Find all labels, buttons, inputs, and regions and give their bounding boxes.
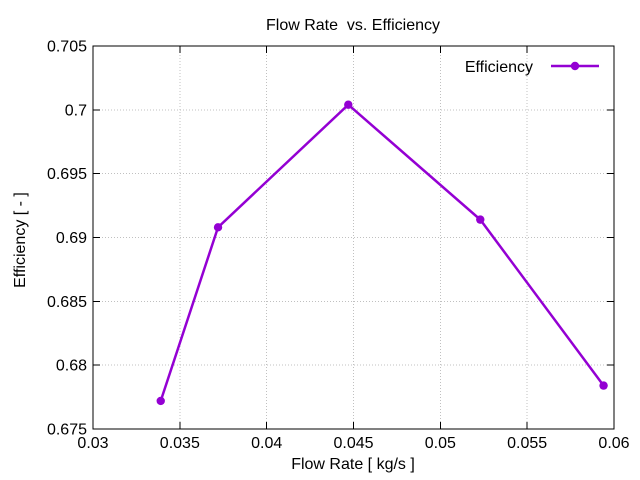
x-tick-label: 0.04 [251, 435, 282, 452]
data-point [344, 100, 353, 109]
data-point [213, 223, 223, 232]
plot-border [92, 45, 615, 430]
series-line [159, 103, 605, 402]
legend-label: Efficiency [465, 59, 533, 76]
data-point [599, 381, 608, 390]
y-tick-label: 0.685 [47, 294, 87, 311]
data-series [156, 100, 608, 406]
x-axis-label: Flow Rate [ kg/s ] [291, 456, 415, 473]
x-tick-label: 0.03 [77, 435, 108, 452]
y-tick-label: 0.69 [56, 230, 87, 247]
x-tick-label: 0.045 [333, 435, 373, 452]
chart-title: Flow Rate vs. Efficiency [266, 17, 440, 34]
legend: Efficiency [465, 59, 599, 76]
x-tick-label: 0.06 [598, 435, 629, 452]
data-point [476, 215, 485, 224]
y-axis-label: Efficiency [ - ] [12, 192, 29, 288]
y-tick-label: 0.705 [47, 39, 87, 56]
axis-tick-labels: 0.03 0.035 0.04 0.045 0.05 0.055 0.06 0.675 0.68… [47, 39, 630, 453]
x-tick-label: 0.035 [160, 435, 200, 452]
y-tick-label: 0.695 [47, 166, 87, 183]
y-tick-label: 0.68 [56, 358, 87, 375]
legend-marker [570, 61, 580, 71]
x-tick-label: 0.05 [425, 435, 456, 452]
y-tick-label: 0.7 [65, 102, 87, 119]
y-tick-label: 0.675 [47, 422, 87, 439]
x-tick-label: 0.055 [507, 435, 547, 452]
data-point [156, 396, 165, 406]
